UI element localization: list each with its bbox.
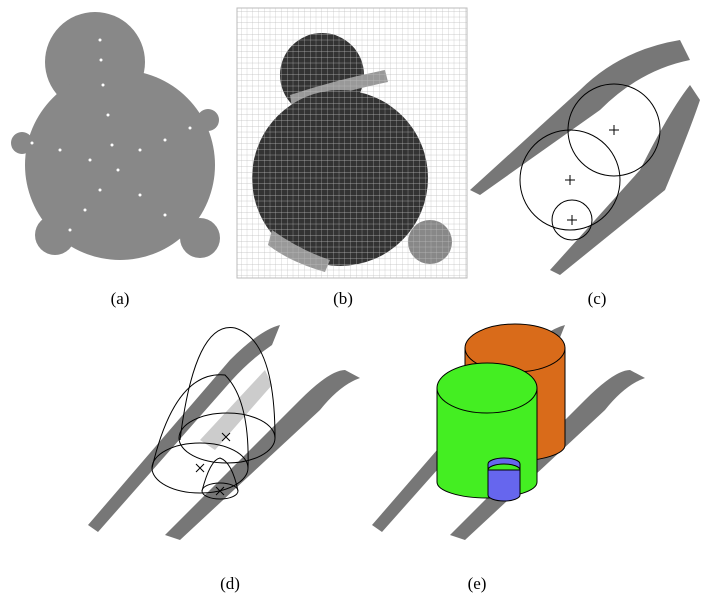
panel-c (470, 40, 700, 275)
panel-label: (a) (111, 289, 130, 308)
panel-label: (c) (588, 289, 607, 308)
panel-label: (b) (333, 289, 353, 308)
panel-b (236, 7, 468, 279)
panel-label: (d) (220, 574, 240, 593)
panel-d (88, 325, 360, 540)
panel-a (11, 12, 220, 260)
panel-e (372, 323, 645, 540)
panel-label: (e) (468, 574, 487, 593)
